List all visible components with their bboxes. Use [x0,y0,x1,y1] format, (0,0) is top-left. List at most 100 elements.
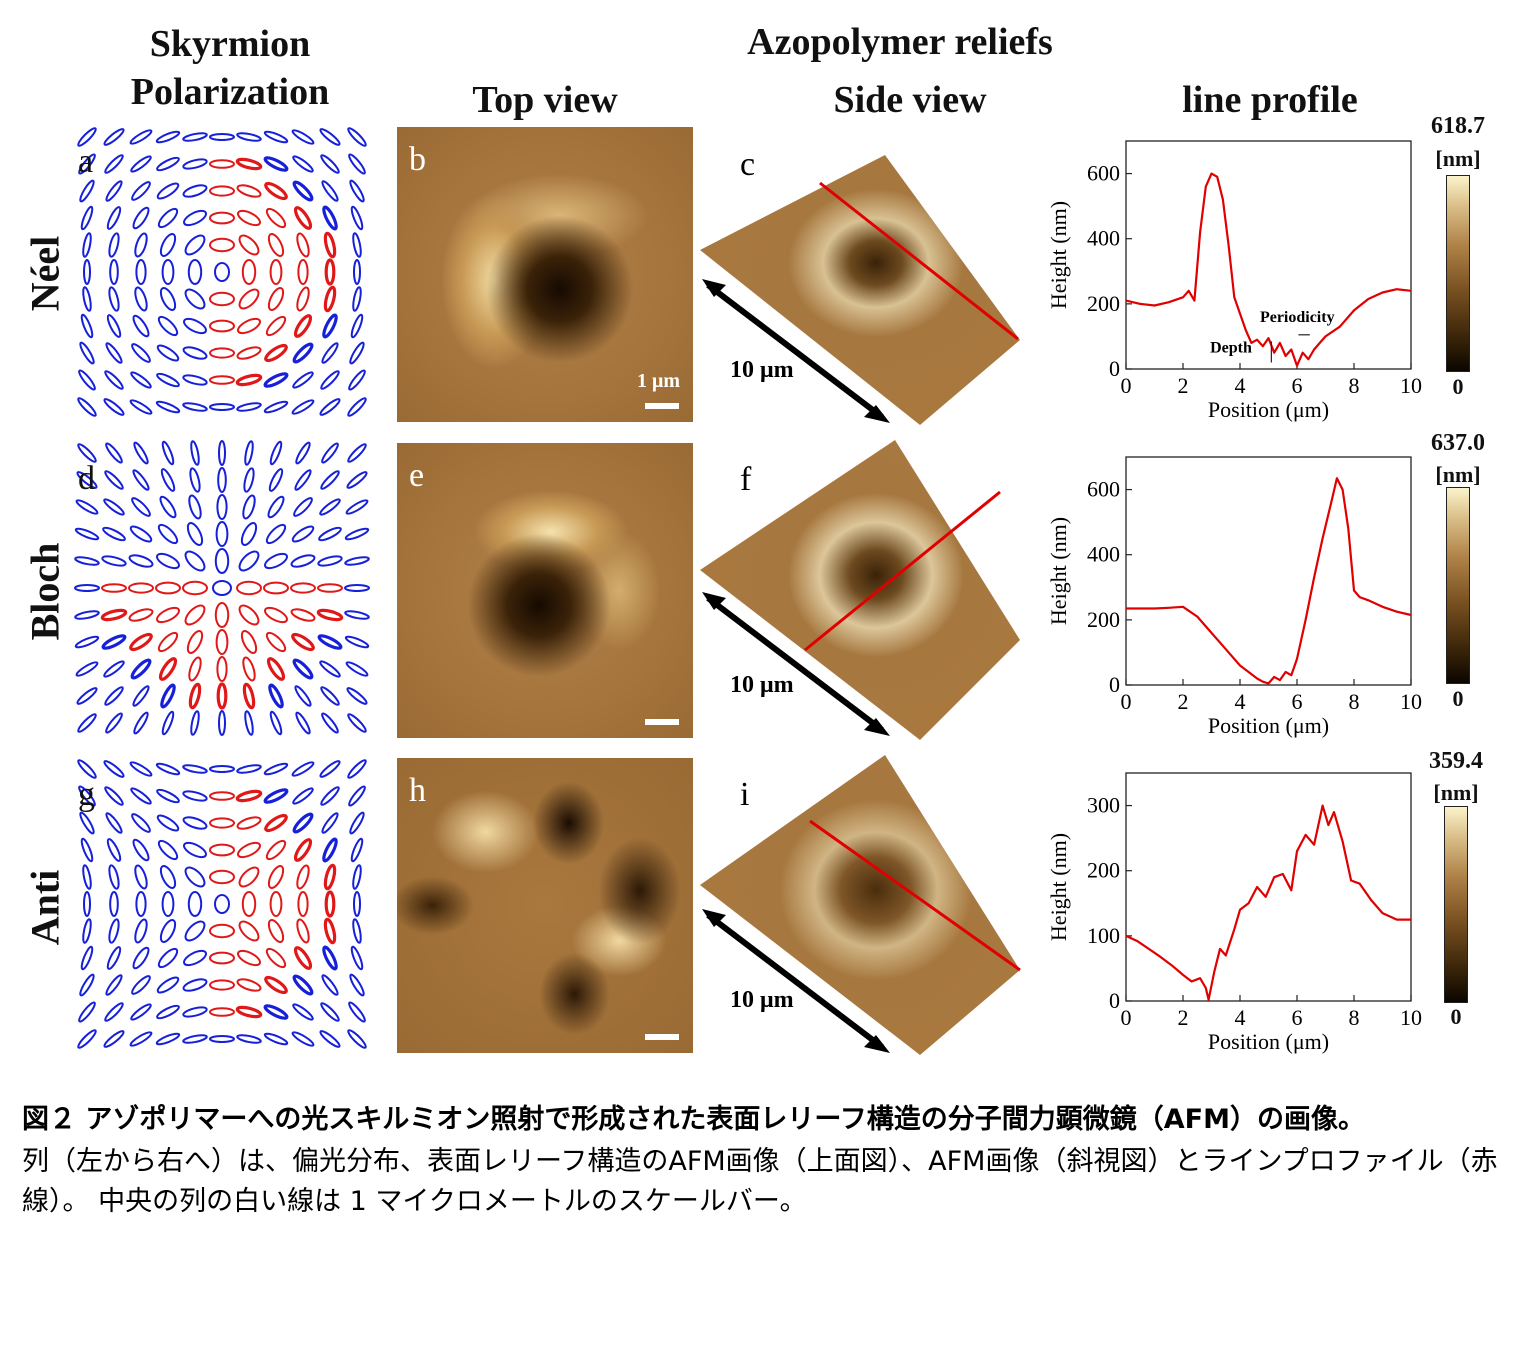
panel-label-e: e [409,457,425,494]
polarization-ellipse [159,287,177,311]
x-tick-label: 0 [1121,1005,1132,1030]
polarization-ellipse [244,440,254,466]
polarization-ellipse [129,129,153,145]
y-tick-label: 0 [1109,988,1120,1013]
polarization-ellipse [106,206,122,230]
polarization-ellipse [322,313,338,339]
polarization-ellipse [209,765,235,773]
polarization-ellipse [209,791,235,801]
scale-arrow-head [702,909,726,927]
polarization-ellipse [238,920,260,942]
polarization-ellipse [78,153,96,175]
polarization-ellipse [188,494,202,520]
polarization-ellipse [209,1035,235,1043]
polarization-ellipse [182,346,208,360]
colorbar-unit-anti: [nm] [1433,780,1479,805]
polarization-ellipse [293,946,313,970]
y-tick-label: 200 [1087,858,1120,883]
x-tick-label: 10 [1400,373,1422,398]
panel-label-a: a [78,143,94,180]
polarization-ellipse [265,523,287,545]
polarization-ellipse [156,814,180,832]
polarization-ellipse [182,1034,208,1044]
line-profile-chart-neel: 0 2 4 6 8 10 0 200 400 600 Position (μm) Height (nm… [1046,140,1422,422]
x-axis-label: Position (μm) [1208,397,1329,422]
polarization-ellipse [321,712,339,734]
polarization-ellipse [323,863,337,891]
polarization-ellipse [74,527,100,541]
polarization-ellipse [214,262,230,282]
polarization-ellipse [186,630,204,654]
polarization-ellipse [267,919,285,943]
polarization-ellipse [83,259,91,285]
polarization-ellipse [189,467,201,493]
polarization-ellipse [128,582,154,594]
polarization-ellipse [74,635,100,649]
polarization-ellipse [161,710,175,736]
polarization-ellipse [184,920,206,942]
polarization-ellipse [184,550,206,572]
polarization-ellipse [182,580,208,596]
polarization-ellipse [263,1004,289,1020]
polarization-ellipse [103,660,125,678]
polarization-ellipse [103,128,125,146]
polarization-ellipse [184,604,206,626]
scale-bar [645,403,679,409]
polarization-ellipse [214,602,230,628]
polarization-ellipse [263,400,289,414]
polarization-ellipse [101,583,127,593]
polarization-ellipse [161,440,175,466]
polarization-ellipse [182,184,208,198]
polarization-ellipse [292,342,314,364]
polarization-ellipse [130,371,152,389]
polarization-ellipse [209,347,235,359]
polarization-ellipse [322,205,338,231]
polarization-ellipse [182,158,208,170]
polarization-ellipse [131,343,151,363]
polarization-ellipse [132,314,150,338]
polarization-ellipse [347,443,367,463]
polarization-ellipse [269,259,283,285]
polarization-ellipse [82,864,92,890]
polarization-ellipse [129,761,153,777]
scale-bar [645,1034,679,1040]
polarization-ellipse [135,259,147,285]
colorbar-max-anti: 359.4 [1429,748,1483,774]
polarization-ellipse [349,811,365,835]
polarization-ellipse [267,233,285,257]
polarization-ellipse [268,683,284,709]
x-tick-label: 4 [1235,689,1246,714]
polarization-ellipse [353,891,361,917]
polarization-ellipse [295,441,311,465]
polarization-ellipse [294,469,312,491]
polarization-ellipse [209,1007,235,1017]
polarization-ellipse [80,837,94,863]
header-top-view: Top view [472,79,618,121]
polarization-ellipse [235,1005,263,1019]
polarization-ellipse [296,864,310,890]
scale-arrow-head [702,279,726,297]
polarization-ellipse [292,180,314,202]
afm-side-view-bloch: f 10 μm [700,440,1020,740]
polarization-ellipse [293,838,313,862]
panel-label-g: g [78,776,95,813]
polarization-ellipse [187,259,203,285]
polarization-ellipse [134,232,148,258]
polarization-ellipse [184,234,206,256]
polarization-ellipse [83,891,91,917]
polarization-ellipse [80,945,94,971]
polarization-ellipse [320,370,340,390]
colorbar-max-bloch: 637.0 [1431,430,1485,456]
polarization-ellipse [79,811,95,835]
side-view-surface [700,155,1020,425]
polarization-ellipse [263,156,289,172]
polarization-ellipse [157,523,179,545]
polarization-ellipse [129,399,153,415]
polarization-ellipse [182,978,208,992]
annotation-periodicity: Periodicity [1260,309,1335,326]
polarization-ellipse [77,397,97,417]
header-skyrmion: Skyrmion Polarization [90,20,370,116]
colorbar-anti [1444,806,1468,1003]
polarization-ellipse [182,790,208,802]
